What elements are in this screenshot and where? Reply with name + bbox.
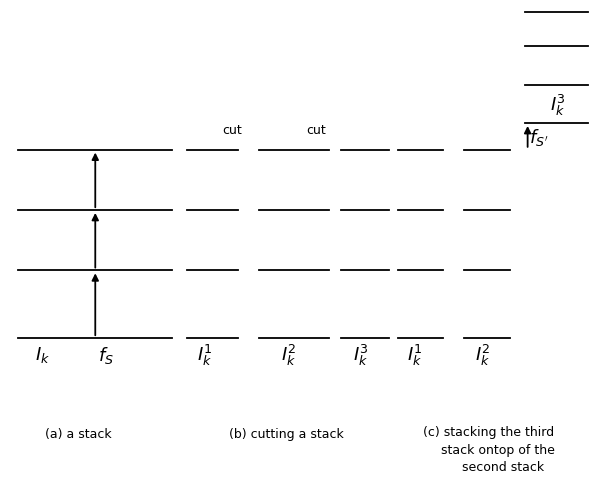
Text: $f_{S'}$: $f_{S'}$ — [529, 127, 549, 148]
Text: $I^2_k$: $I^2_k$ — [280, 342, 296, 368]
Text: $I^3_k$: $I^3_k$ — [353, 342, 368, 368]
Text: second stack: second stack — [463, 461, 545, 473]
Text: $I^1_k$: $I^1_k$ — [407, 342, 423, 368]
Text: (a) a stack: (a) a stack — [45, 428, 112, 441]
Text: (b) cutting a stack: (b) cutting a stack — [229, 428, 344, 441]
Text: stack ontop of the: stack ontop of the — [441, 444, 554, 456]
Text: cut: cut — [307, 124, 326, 137]
Text: $I^3_k$: $I^3_k$ — [550, 93, 566, 118]
Text: $I^1_k$: $I^1_k$ — [197, 342, 213, 368]
Text: cut: cut — [223, 124, 242, 137]
Text: $I^2_k$: $I^2_k$ — [475, 342, 490, 368]
Text: $f_S$: $f_S$ — [98, 344, 113, 366]
Text: (c) stacking the third: (c) stacking the third — [423, 426, 554, 439]
Text: $I_k$: $I_k$ — [35, 345, 49, 365]
